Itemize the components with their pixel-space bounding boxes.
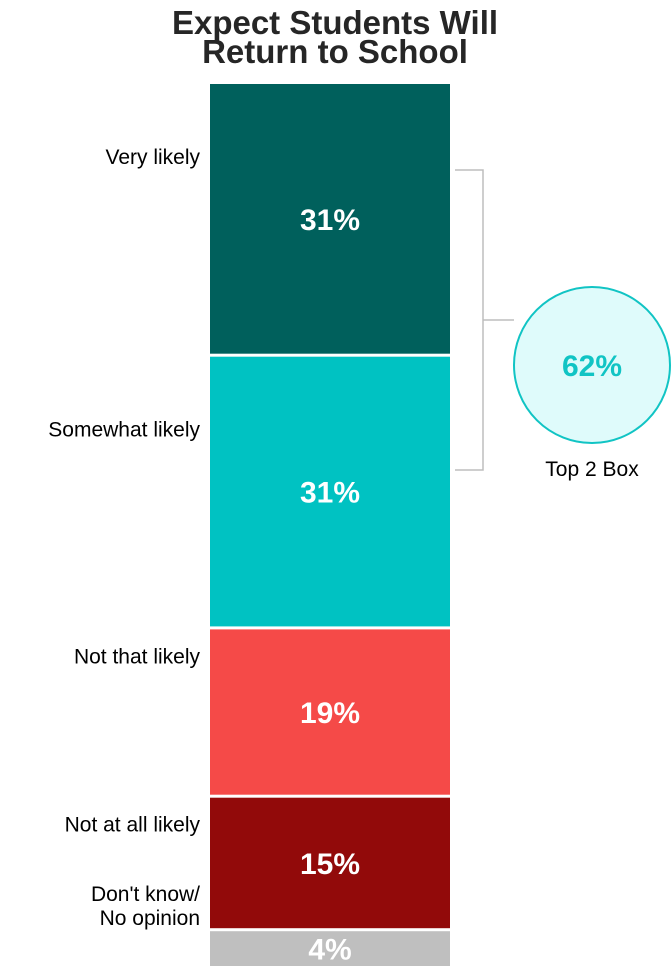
- top-2-box-value: 62%: [562, 350, 622, 383]
- category-label-very-likely: Very likely: [105, 146, 200, 169]
- category-label-not-at-all-likely: Not at all likely: [65, 814, 201, 837]
- bar-segments: 31% Very likely 31% Somewhat likely 19% Not t…: [48, 84, 450, 966]
- chart-title-line-2: Return to School: [202, 33, 468, 70]
- bar-segment-not-that-likely: [210, 629, 450, 795]
- value-label-not-that-likely: 19%: [300, 697, 360, 730]
- value-label-very-likely: 31%: [300, 204, 360, 237]
- top-2-box-label: Top 2 Box: [545, 458, 639, 481]
- bar-segment-somewhat-likely: [210, 356, 450, 627]
- category-label-don-t-know-no-opinion-line-2: No opinion: [100, 907, 200, 930]
- bar-segment-not-at-all-likely: [210, 797, 450, 929]
- category-label-somewhat-likely: Somewhat likely: [48, 419, 200, 442]
- category-label-don-t-know-no-opinion-line-1: Don't know/: [91, 883, 200, 906]
- top-2-box-summary: 62% Top 2 Box: [455, 169, 671, 481]
- value-label-somewhat-likely: 31%: [300, 477, 360, 510]
- value-label-don-t-know-no-opinion: 4%: [308, 934, 351, 966]
- category-label-not-that-likely: Not that likely: [74, 645, 201, 668]
- bar-segment-very-likely: [210, 84, 450, 354]
- top-2-box-bracket: [455, 169, 514, 471]
- value-label-not-at-all-likely: 15%: [300, 848, 360, 881]
- bar-segment-don-t-know-no-opinion: [210, 931, 450, 966]
- top-2-box-circle: [513, 286, 671, 444]
- chart-title-line-1: Expect Students Will: [172, 4, 498, 41]
